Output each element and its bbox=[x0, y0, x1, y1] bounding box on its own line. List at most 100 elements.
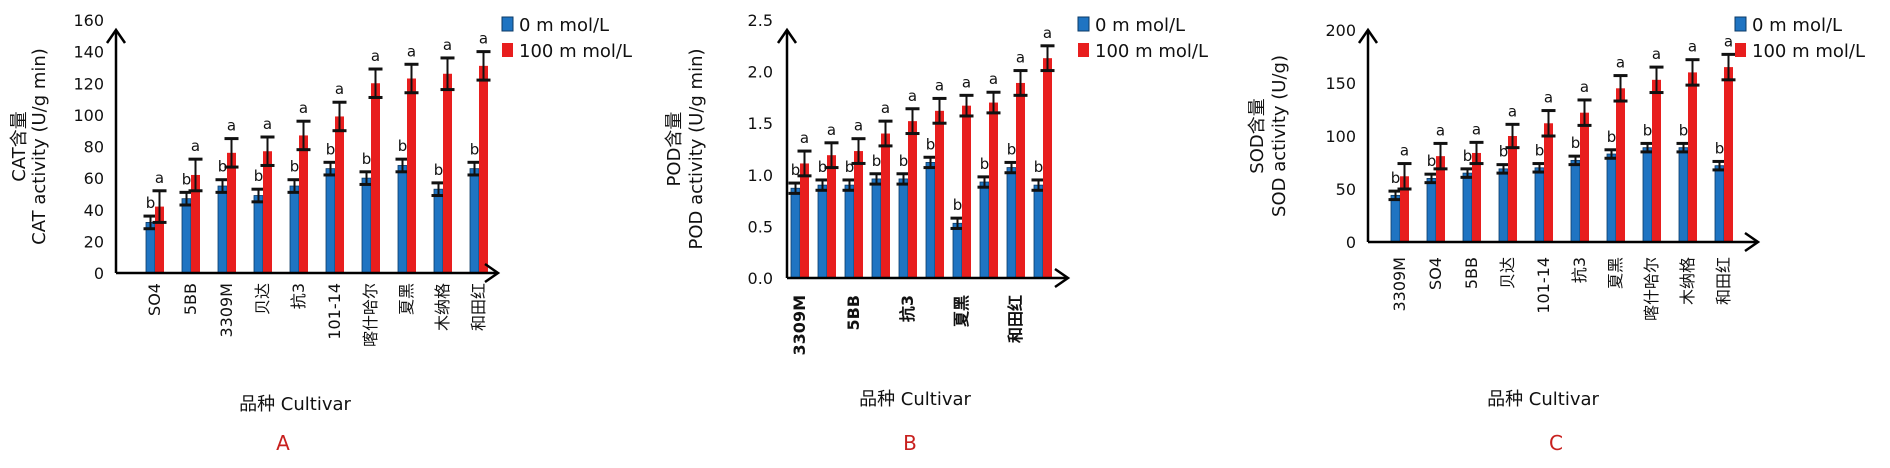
bar-control bbox=[979, 181, 990, 279]
x-tick-label: 5BB bbox=[181, 283, 200, 315]
legend-swatch bbox=[1734, 16, 1747, 32]
significance-letter: b bbox=[182, 170, 192, 188]
significance-letter: a bbox=[1544, 89, 1553, 107]
significance-letter: b bbox=[398, 137, 408, 155]
significance-letter: b bbox=[218, 158, 228, 176]
significance-letter: a bbox=[1043, 24, 1052, 42]
x-tick-label: 抗3 bbox=[1570, 257, 1589, 283]
bar-control bbox=[1714, 165, 1725, 243]
x-axis-title: 品种 Cultivar bbox=[1487, 389, 1599, 410]
significance-letter: b bbox=[1391, 169, 1401, 187]
bar-control bbox=[1678, 147, 1689, 243]
bar-control bbox=[1642, 147, 1653, 243]
significance-letter: b bbox=[1034, 158, 1044, 176]
bar-treatment bbox=[962, 105, 971, 278]
significance-letter: a bbox=[989, 70, 998, 88]
x-tick-label: 和田红 bbox=[1006, 295, 1025, 343]
bar-control bbox=[253, 195, 264, 274]
bar-control bbox=[871, 178, 882, 279]
bar-treatment bbox=[800, 163, 809, 278]
x-tick-label: 木纳格 bbox=[1678, 257, 1697, 305]
significance-letter: b bbox=[980, 155, 990, 173]
bar-treatment bbox=[935, 110, 944, 278]
legend-swatch bbox=[1077, 16, 1090, 32]
significance-letter: a bbox=[935, 76, 944, 94]
legend-label: 100 m mol/L bbox=[1752, 41, 1865, 62]
y-axis-title-cn: POD含量 bbox=[664, 112, 685, 187]
significance-letter: a bbox=[1016, 49, 1025, 67]
significance-letter: b bbox=[1607, 128, 1617, 146]
x-axis-title: 品种 Cultivar bbox=[859, 389, 971, 410]
significance-letter: b bbox=[1643, 121, 1653, 139]
significance-letter: a bbox=[1400, 142, 1409, 160]
legend-label: 0 m mol/L bbox=[1095, 15, 1185, 36]
bar-treatment bbox=[1544, 123, 1553, 242]
significance-letter: a bbox=[1616, 54, 1625, 72]
x-tick-label: 抗3 bbox=[898, 295, 917, 322]
significance-letter: b bbox=[1535, 142, 1545, 160]
bar-control bbox=[925, 162, 936, 279]
y-tick-label: 120 bbox=[73, 74, 104, 93]
significance-letter: a bbox=[407, 42, 416, 60]
bar-control bbox=[289, 185, 300, 274]
significance-letter: b bbox=[362, 150, 372, 168]
x-tick-label: 夏黑 bbox=[952, 295, 971, 328]
y-axis-arrow bbox=[105, 27, 127, 44]
y-tick-label: 200 bbox=[1325, 21, 1356, 40]
bar-control bbox=[325, 168, 336, 274]
legend-swatch bbox=[502, 43, 513, 57]
x-axis-arrow bbox=[1054, 267, 1071, 289]
y-tick-label: 0 bbox=[94, 264, 104, 283]
significance-letter: a bbox=[827, 121, 836, 139]
bar-control bbox=[1570, 159, 1581, 243]
legend-label: 0 m mol/L bbox=[519, 15, 609, 36]
bar-treatment bbox=[1472, 152, 1481, 242]
bar-control bbox=[790, 187, 801, 279]
significance-letter: b bbox=[1007, 140, 1017, 158]
bar-treatment bbox=[1616, 88, 1625, 242]
significance-letter: a bbox=[854, 117, 863, 135]
significance-letter: b bbox=[1499, 143, 1509, 161]
y-tick-label: 160 bbox=[73, 11, 104, 30]
bar-control bbox=[1606, 153, 1617, 243]
bar-treatment bbox=[299, 135, 308, 273]
significance-letter: a bbox=[962, 73, 971, 91]
bar-treatment bbox=[1400, 176, 1409, 242]
y-tick-label: 150 bbox=[1325, 74, 1356, 93]
significance-letter: b bbox=[470, 140, 480, 158]
x-tick-label: 3309M bbox=[1390, 257, 1409, 312]
significance-letter: a bbox=[881, 99, 890, 117]
legend-swatch bbox=[501, 16, 514, 32]
bar-treatment bbox=[1016, 82, 1025, 279]
legend-label: 100 m mol/L bbox=[1095, 41, 1208, 62]
significance-letter: b bbox=[1571, 134, 1581, 152]
y-tick-label: 0.5 bbox=[748, 217, 773, 236]
significance-letter: b bbox=[290, 158, 300, 176]
significance-letter: a bbox=[227, 117, 236, 135]
bar-control bbox=[217, 185, 228, 274]
x-tick-label: 贝达 bbox=[253, 283, 272, 315]
x-tick-label: 木纳格 bbox=[433, 283, 452, 331]
significance-letter: a bbox=[299, 99, 308, 117]
x-tick-label: 和田红 bbox=[1714, 257, 1733, 305]
x-tick-label: 5BB bbox=[1462, 257, 1481, 289]
y-tick-label: 2.5 bbox=[748, 11, 773, 30]
significance-letter: a bbox=[800, 129, 809, 147]
y-tick-label: 140 bbox=[73, 43, 104, 62]
significance-letter: a bbox=[1652, 45, 1661, 63]
bar-control bbox=[952, 222, 963, 279]
significance-letter: b bbox=[845, 158, 855, 176]
legend-label: 100 m mol/L bbox=[519, 41, 632, 62]
y-axis-arrow bbox=[776, 27, 798, 44]
x-tick-label: 贝达 bbox=[1498, 257, 1517, 289]
bar-control bbox=[1006, 167, 1017, 279]
bar-treatment bbox=[1724, 67, 1733, 242]
bar-treatment bbox=[443, 73, 452, 273]
legend-swatch bbox=[1735, 43, 1746, 57]
bar-control bbox=[433, 188, 444, 274]
bar-control bbox=[817, 184, 828, 279]
significance-letter: a bbox=[335, 80, 344, 98]
x-tick-label: 5BB bbox=[844, 295, 863, 331]
